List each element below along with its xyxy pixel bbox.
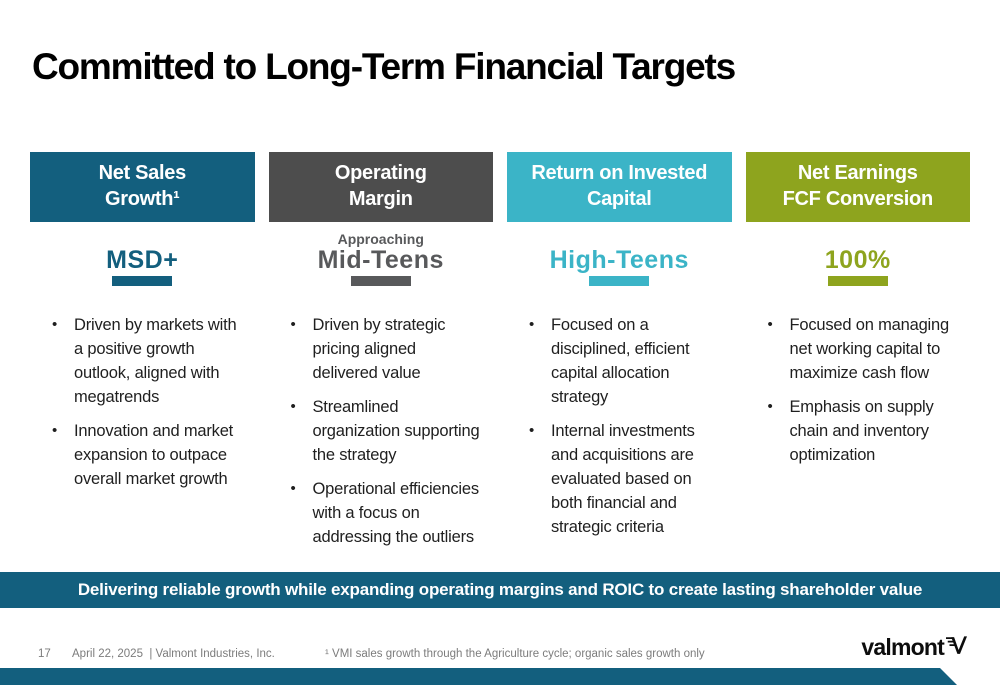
footer-date-company: April 22, 2025 | Valmont Industries, Inc… bbox=[72, 648, 275, 660]
bullet-item: Driven by strategic pricing aligned deli… bbox=[287, 313, 486, 385]
metric-underline-bar bbox=[112, 276, 173, 286]
bullet-item: Focused on managing net working capital … bbox=[764, 313, 963, 385]
footer-date: April 22, 2025 bbox=[72, 648, 143, 660]
bullet-item: Focused on a disciplined, efficient capi… bbox=[525, 313, 724, 409]
metric-zone: High-Teens bbox=[507, 222, 732, 276]
metric-value-net-sales-growth: MSD+ bbox=[106, 246, 179, 274]
column-roic: Return on Invested Capital High-Teens Fo… bbox=[507, 152, 732, 559]
metric-underline-bar bbox=[589, 276, 650, 286]
metric-underline-bar bbox=[350, 276, 411, 286]
bullet-item: Operational efficiencies with a focus on… bbox=[287, 477, 486, 549]
slide-title: Committed to Long-Term Financial Targets bbox=[32, 46, 736, 87]
bullet-list-net-sales-growth: Driven by markets with a positive growth… bbox=[48, 313, 247, 501]
bullet-item: Emphasis on supply chain and inventory o… bbox=[764, 395, 963, 467]
metric-value-operating-margin: Mid-Teens bbox=[317, 246, 444, 274]
bullet-list-net-earnings-fcf: Focused on managing net working capital … bbox=[764, 313, 963, 477]
bullet-list-operating-margin: Driven by strategic pricing aligned deli… bbox=[287, 313, 486, 559]
column-header-net-sales-growth: Net Sales Growth¹ bbox=[30, 152, 255, 222]
bottom-accent-bar bbox=[0, 668, 958, 685]
metric-value-net-earnings-fcf: 100% bbox=[824, 246, 891, 274]
bullet-item: Driven by markets with a positive growth… bbox=[48, 313, 247, 409]
valmont-v-icon bbox=[946, 636, 967, 654]
metric-zone: 100% bbox=[746, 222, 971, 276]
footer-company: | Valmont Industries, Inc. bbox=[149, 648, 275, 660]
column-header-roic: Return on Invested Capital bbox=[507, 152, 732, 222]
summary-banner: Delivering reliable growth while expandi… bbox=[0, 572, 1000, 608]
metric-underline-bar bbox=[827, 276, 888, 286]
column-net-sales-growth: Net Sales Growth¹ MSD+ Driven by markets… bbox=[30, 152, 255, 559]
slide-number: 17 bbox=[38, 648, 51, 660]
bullet-list-roic: Focused on a disciplined, efficient capi… bbox=[525, 313, 724, 549]
metric-zone: Approaching Mid-Teens bbox=[269, 222, 494, 276]
column-operating-margin: Operating Margin Approaching Mid-Teens D… bbox=[268, 152, 494, 559]
bullet-item: Innovation and market expansion to outpa… bbox=[48, 419, 247, 491]
metric-value-roic: High-Teens bbox=[549, 246, 689, 274]
column-header-net-earnings-fcf: Net Earnings FCF Conversion bbox=[745, 152, 970, 222]
footnote: ¹ VMI sales growth through the Agricultu… bbox=[325, 648, 705, 660]
column-net-earnings-fcf: Net Earnings FCF Conversion 100% Focused… bbox=[745, 152, 971, 559]
bullet-item: Internal investments and acquisitions ar… bbox=[525, 419, 724, 539]
financial-targets-columns: Net Sales Growth¹ MSD+ Driven by markets… bbox=[30, 152, 970, 559]
valmont-logo: valmont bbox=[861, 636, 967, 659]
valmont-wordmark: valmont bbox=[861, 634, 944, 660]
column-header-operating-margin: Operating Margin bbox=[268, 152, 493, 222]
bullet-item: Streamlined organization supporting the … bbox=[287, 395, 486, 467]
metric-prefix-operating-margin: Approaching bbox=[337, 231, 424, 247]
metric-zone: MSD+ bbox=[30, 222, 255, 276]
